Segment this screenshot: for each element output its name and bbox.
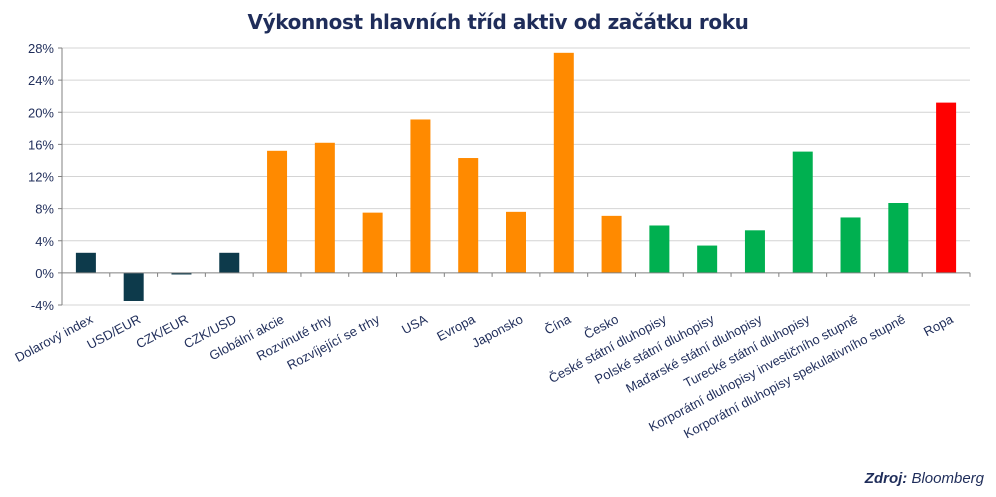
bar <box>171 272 192 275</box>
x-category-label: Ropa <box>921 311 956 339</box>
bar <box>553 52 574 273</box>
chart-title: Výkonnost hlavních tříd aktiv od začátku… <box>247 10 749 34</box>
bar <box>649 225 670 273</box>
x-category-label: USA <box>399 311 430 337</box>
y-tick-label: 0% <box>35 266 54 281</box>
y-axis-tick-labels: -4% 0% 4% 8% 12% 16% 20% 24% 28% <box>28 41 54 313</box>
x-category-label: Čína <box>542 311 574 337</box>
bar <box>219 252 240 273</box>
y-tick-label: 12% <box>28 170 54 185</box>
bar <box>792 151 813 273</box>
y-tick-label: 20% <box>28 105 54 120</box>
bar <box>458 158 479 273</box>
y-tick-label: 4% <box>35 234 54 249</box>
y-tick-label: -4% <box>31 298 55 313</box>
y-tick-label: 28% <box>28 41 54 56</box>
x-category-label: USD/EUR <box>84 311 143 352</box>
source-value: Bloomberg <box>911 470 984 487</box>
bar <box>506 211 526 273</box>
bar <box>840 217 861 273</box>
bar <box>601 215 622 273</box>
bar <box>697 245 718 273</box>
x-category-label: Dolarový index <box>12 311 95 365</box>
axes <box>58 47 971 306</box>
x-category-label: Japonsko <box>469 311 525 350</box>
bar <box>362 212 383 273</box>
bar <box>936 102 957 273</box>
x-axis-category-labels: Dolarový indexUSD/EURCZK/EURCZK/USDGlobá… <box>12 311 956 441</box>
x-category-label: CZK/EUR <box>133 311 190 351</box>
y-tick-label: 8% <box>35 202 54 217</box>
bar <box>123 272 144 301</box>
bar <box>75 252 96 273</box>
y-tick-label: 24% <box>28 73 54 88</box>
bars <box>75 52 957 301</box>
source-label: Zdroj <box>864 470 903 487</box>
bar <box>744 230 765 273</box>
bar <box>410 119 431 273</box>
bar <box>267 150 288 273</box>
y-tick-label: 16% <box>28 137 54 152</box>
source-note: Zdroj: Bloomberg <box>864 470 984 487</box>
bar <box>314 142 335 273</box>
bar <box>888 203 909 273</box>
